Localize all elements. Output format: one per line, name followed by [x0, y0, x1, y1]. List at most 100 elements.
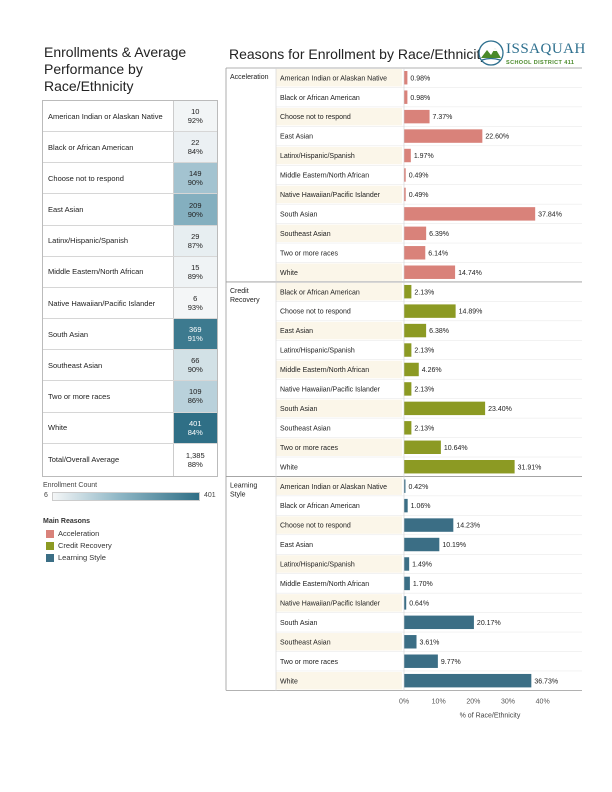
bar	[404, 401, 486, 416]
data-label: 14.23%	[456, 523, 480, 530]
bar	[404, 654, 438, 668]
legend-item: Acceleration	[46, 529, 99, 538]
average-performance: 91%	[187, 334, 203, 344]
category-label: Two or more races	[280, 445, 338, 452]
data-label: 2.13%	[414, 425, 434, 432]
data-label: 14.74%	[458, 270, 482, 277]
table-row: Southeast Asian 66 90%	[43, 350, 217, 382]
row-value-cell: 15 89%	[173, 256, 217, 287]
category-band	[276, 263, 402, 281]
x-axis-label: % of Race/Ethnicity	[460, 712, 521, 719]
table-row: East Asian 209 90%	[43, 194, 217, 226]
average-performance: 89%	[187, 271, 203, 281]
category-label: East Asian	[280, 542, 313, 549]
enrollment-table: American Indian or Alaskan Native 10 92% Bl…	[42, 100, 218, 477]
legend-reasons-title: Main Reasons	[43, 518, 91, 525]
data-label: 0.98%	[410, 95, 430, 102]
table-row: Black or African American 22 84%	[43, 132, 217, 164]
category-label: Black or African American	[280, 289, 360, 296]
bar	[404, 90, 408, 104]
data-label: 1.06%	[411, 503, 431, 510]
group-label: Recovery	[230, 297, 260, 304]
table-row: American Indian or Alaskan Native 10 92%	[43, 101, 217, 133]
row-label: Latinx/Hispanic/Spanish	[43, 225, 174, 256]
bar	[404, 148, 411, 163]
category-label: Choose not to respond	[280, 114, 351, 121]
row-label: Black or African American	[43, 132, 174, 163]
bar	[404, 226, 427, 241]
category-label: Latinx/Hispanic/Spanish	[280, 153, 355, 160]
row-label: East Asian	[43, 194, 174, 225]
category-label: South Asian	[280, 620, 317, 627]
category-label: Black or African American	[280, 95, 360, 102]
category-label: East Asian	[280, 328, 313, 335]
data-label: 10.19%	[442, 542, 466, 549]
category-band	[276, 321, 402, 340]
bar	[404, 460, 515, 474]
data-label: 4.26%	[422, 367, 442, 374]
row-value-cell: 6 93%	[173, 287, 217, 319]
data-label: 0.49%	[409, 173, 429, 180]
legend-max-label: 401	[204, 492, 216, 499]
category-band	[276, 477, 402, 495]
data-label: 1.70%	[413, 581, 433, 588]
legend-label: Acceleration	[58, 529, 100, 538]
enrollment-count: 149	[189, 169, 202, 179]
table-row: Middle Eastern/North African 15 89%	[43, 256, 217, 288]
bar	[404, 207, 536, 221]
x-tick-label: 10%	[432, 698, 446, 705]
legend-label: Learning Style	[58, 553, 106, 562]
category-band	[276, 146, 402, 165]
average-performance: 84%	[187, 427, 203, 437]
bar	[404, 440, 441, 454]
legend-label: Credit Recovery	[58, 541, 112, 550]
data-label: 3.61%	[420, 639, 440, 646]
bar	[404, 343, 412, 357]
enrollment-count: 401	[189, 418, 202, 428]
row-value-cell: 401 84%	[173, 412, 217, 443]
bar	[404, 71, 408, 85]
category-label: Choose not to respond	[280, 309, 351, 316]
row-value-cell: 66 90%	[173, 350, 217, 381]
data-label: 22.60%	[485, 134, 509, 141]
row-label: Native Hawaiian/Pacific Islander	[43, 287, 174, 319]
average-performance: 87%	[187, 240, 203, 250]
category-band	[276, 282, 402, 301]
group-label: Learning	[230, 482, 257, 489]
enrollment-count: 66	[191, 356, 200, 366]
average-performance: 93%	[187, 303, 203, 313]
row-label: White	[43, 412, 174, 443]
bar	[404, 518, 454, 532]
category-band	[276, 185, 402, 204]
average-performance: 92%	[187, 116, 203, 126]
category-label: Middle Eastern/North African	[280, 581, 369, 588]
data-label: 2.13%	[414, 289, 434, 296]
average-performance: 90%	[187, 178, 203, 188]
table-row: Choose not to respond 149 90%	[43, 163, 217, 195]
enrollment-color-scale	[52, 492, 200, 501]
category-label: Black or African American	[280, 503, 360, 510]
category-label: Southeast Asian	[280, 425, 331, 432]
bar	[404, 129, 483, 143]
bar	[404, 265, 456, 279]
average-performance: 90%	[187, 365, 203, 375]
x-tick-label: 20%	[466, 698, 480, 705]
data-label: 14.89%	[459, 309, 483, 316]
data-label: 0.49%	[409, 192, 429, 199]
row-value-cell: 10 92%	[173, 101, 217, 132]
legend-item: Credit Recovery	[46, 541, 112, 550]
table-row: Native Hawaiian/Pacific Islander 6 93%	[43, 287, 217, 320]
legend-swatch	[46, 541, 54, 550]
data-label: 7.37%	[433, 114, 453, 121]
bar	[404, 479, 406, 493]
mountain-logo-icon	[478, 40, 504, 66]
legend-min-label: 6	[44, 492, 48, 499]
data-label: 2.13%	[414, 387, 434, 394]
row-value-cell: 149 90%	[173, 163, 217, 194]
data-label: 23.40%	[488, 406, 512, 413]
category-label: Latinx/Hispanic/Spanish	[280, 348, 355, 355]
category-band	[276, 438, 402, 456]
row-value-cell: 29 87%	[173, 225, 217, 256]
bar	[404, 284, 412, 299]
